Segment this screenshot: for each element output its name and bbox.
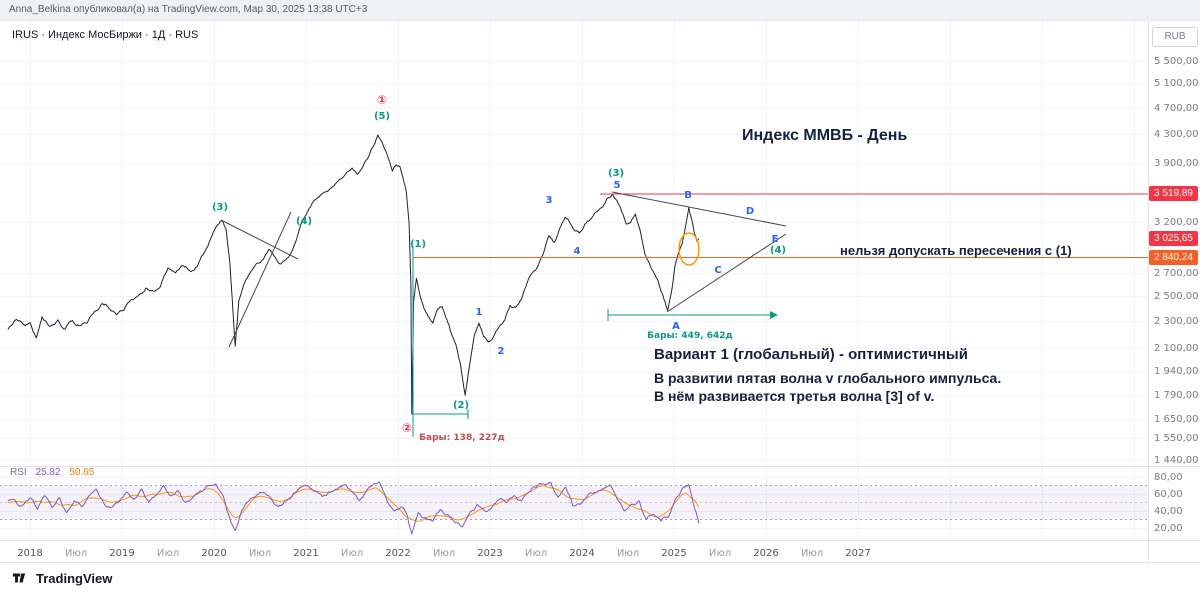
time-tick-label: Июл [801,548,823,559]
wave-label[interactable]: 5 [614,180,621,191]
rsi-tick-label: 60,00 [1154,489,1183,500]
rsi-value: 25.82 [35,467,61,478]
time-tick-label: Июл [157,548,179,559]
time-tick-label: 2021 [293,548,318,559]
wave-label[interactable]: 2 [498,346,505,357]
price-series [7,134,700,415]
trend-line[interactable] [666,233,787,313]
last-price-badge: 3 025,65 [1149,231,1198,247]
date-range-label[interactable]: Бары: 449, 642д [647,331,733,341]
publish-text: Anna_Belkina опубликовал(а) на TradingVi… [9,4,368,15]
rsi-indicator-title[interactable]: RSI [10,467,27,478]
level-price-badge-upper: 3 519,89 [1149,186,1198,202]
price-tick-label: 5 100,00 [1154,78,1199,89]
time-tick-label: 2020 [201,548,226,559]
time-tick-label: Июл [249,548,271,559]
time-tick-label: Июл [709,548,731,559]
annotation-scenario-title[interactable]: Вариант 1 (глобальный) - оптимистичный [654,346,968,363]
trend-line[interactable] [228,211,292,348]
annotation-warning-text[interactable]: нельзя допускать пересечения с (1) [840,243,1072,258]
price-tick-label: 1 440,00 [1154,455,1199,466]
annotation-description-line2[interactable]: В нём развивается третья волна [3] of v. [654,388,935,404]
time-tick-label: 2024 [569,548,594,559]
time-tick-label: 2027 [845,548,870,559]
rsi-ma-line [7,485,700,522]
rsi-ma-value: 50.65 [69,467,95,478]
wave-label[interactable]: C [714,265,721,276]
price-tick-label: 2 500,00 [1154,291,1199,302]
trend-line[interactable] [611,191,787,227]
date-range-arrowhead [770,311,778,319]
time-tick-label: Июл [433,548,455,559]
price-tick-label: 1 940,00 [1154,366,1199,377]
price-scale[interactable] [1148,21,1200,540]
time-tick-label: 2026 [753,548,778,559]
price-tick-label: 1 790,00 [1154,390,1199,401]
rsi-tick-label: 40,00 [1154,506,1183,517]
publish-bar: Anna_Belkina опубликовал(а) на TradingVi… [0,0,1200,21]
wave-label[interactable]: (4) [770,245,786,256]
tradingview-logo-icon[interactable] [12,570,30,586]
time-tick-label: Июл [617,548,639,559]
rsi-legend: RSI 25.82 50.65 [10,467,94,478]
level-price-badge-lower: 2 840,24 [1149,250,1198,266]
time-tick-label: 2025 [661,548,686,559]
time-tick-label: Июл [341,548,363,559]
wave-label[interactable]: ① [377,93,387,107]
wave-label[interactable]: (3) [608,168,624,179]
wave-label[interactable]: (5) [374,111,390,122]
tradingview-brand-text[interactable]: TradingView [36,570,113,586]
time-tick-label: 2023 [477,548,502,559]
annotation-description-line1[interactable]: В развитии пятая волна v глобального имп… [654,370,1002,386]
date-range-label[interactable]: Бары: 138, 227д [419,433,505,443]
price-tick-label: 3 200,00 [1154,217,1199,228]
symbol-legend[interactable]: IRUS · Индекс МосБиржи · 1Д · RUS [12,29,199,41]
wave-label[interactable]: 3 [546,195,553,206]
wave-label[interactable]: (3) [212,202,228,213]
price-tick-label: 4 300,00 [1154,129,1199,140]
wave-label[interactable]: E [772,234,779,245]
time-scale[interactable] [0,541,1148,562]
wave-label[interactable]: (4) [296,216,312,227]
rsi-line [7,481,700,535]
annotation-chart-title[interactable]: Индекс ММВБ - День [742,127,908,144]
time-tick-label: 2022 [385,548,410,559]
rsi-tick-label: 80,00 [1154,472,1183,483]
price-tick-label: 5 500,00 [1154,56,1199,67]
price-tick-label: 2 700,00 [1154,268,1199,279]
time-tick-label: 2018 [17,548,42,559]
pane-divider[interactable] [0,464,1148,469]
trend-line[interactable] [220,219,299,260]
wave-label[interactable]: 1 [476,307,483,318]
wave-label[interactable]: (2) [453,400,469,411]
wave-label[interactable]: ② [402,421,412,435]
time-tick-label: Июл [65,548,87,559]
wave-label[interactable]: (1) [410,239,426,250]
price-tick-label: 4 700,00 [1154,103,1199,114]
price-tick-label: 1 650,00 [1154,414,1199,425]
wave-label[interactable]: D [746,206,754,217]
currency-button[interactable]: RUB [1152,27,1198,47]
price-tick-label: 2 300,00 [1154,316,1199,327]
highlight-ellipse[interactable] [678,232,700,266]
price-tick-label: 1 550,00 [1154,433,1199,444]
time-tick-label: Июл [525,548,547,559]
wave-label[interactable]: B [684,190,692,201]
wave-label[interactable]: A [672,321,680,332]
price-tick-label: 2 100,00 [1154,343,1199,354]
price-tick-label: 3 900,00 [1154,158,1199,169]
footer-bar: TradingView [0,562,1200,593]
time-tick-label: 2019 [109,548,134,559]
rsi-tick-label: 20,00 [1154,523,1183,534]
wave-label[interactable]: 4 [574,246,581,257]
